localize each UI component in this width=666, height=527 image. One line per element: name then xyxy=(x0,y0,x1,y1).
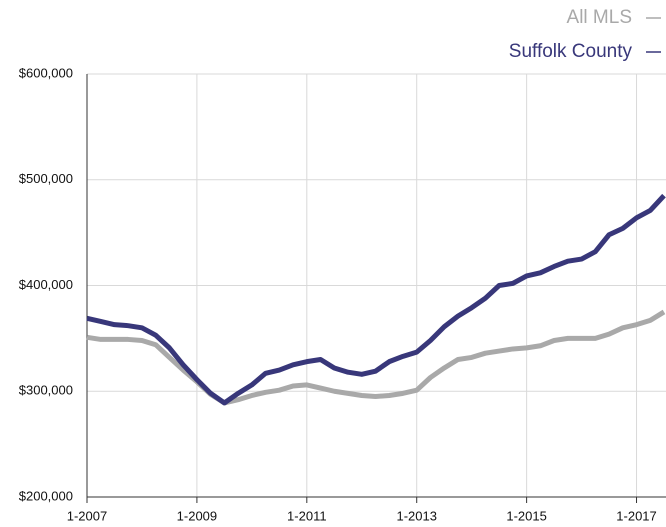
legend-label: Suffolk County xyxy=(509,41,633,62)
y-tick-label: $600,000 xyxy=(19,65,73,80)
x-tick-label: 1-2007 xyxy=(67,508,107,523)
line xyxy=(86,309,666,406)
x-tick-label: 1-2013 xyxy=(396,508,436,523)
y-tick-label: $200,000 xyxy=(19,488,73,503)
y-tick-label: $300,000 xyxy=(19,383,73,398)
x-tick-label: 1-2009 xyxy=(177,508,217,523)
y-tick-label: $500,000 xyxy=(19,171,73,186)
legend-label: All MLS xyxy=(567,7,632,28)
x-tick-label: 1-2017 xyxy=(616,508,656,523)
line xyxy=(86,193,666,406)
y-tick-label: $400,000 xyxy=(19,277,73,292)
x-tick-label: 1-2015 xyxy=(506,508,546,523)
x-tick-label: 1-2011 xyxy=(287,508,327,523)
